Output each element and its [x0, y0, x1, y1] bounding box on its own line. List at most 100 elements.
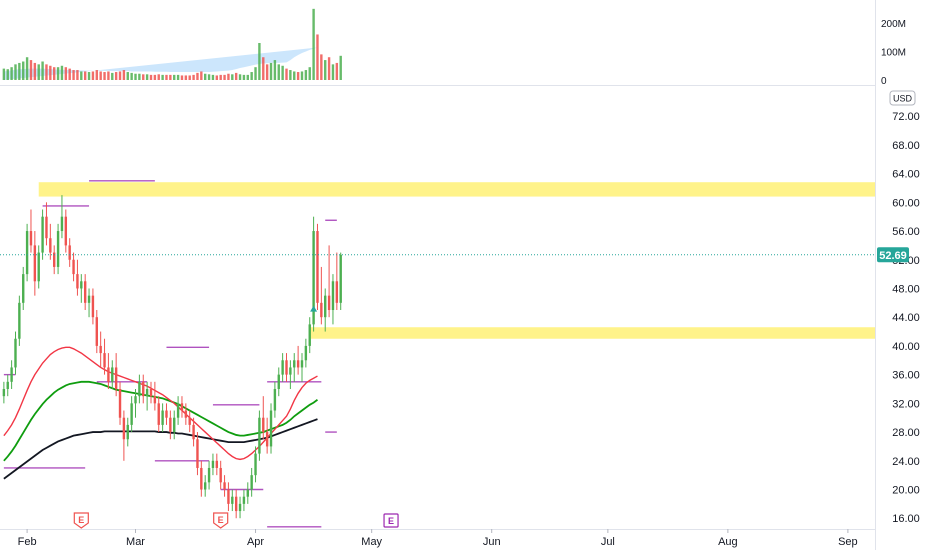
- candle[interactable]: [192, 417, 195, 447]
- candle[interactable]: [335, 252, 339, 311]
- candle[interactable]: [312, 216, 315, 332]
- candle[interactable]: [254, 446, 257, 483]
- candle[interactable]: [107, 353, 110, 389]
- candle[interactable]: [293, 353, 296, 382]
- candle[interactable]: [33, 231, 37, 296]
- candle[interactable]: [234, 489, 238, 519]
- candle[interactable]: [64, 209, 68, 253]
- candle[interactable]: [14, 331, 17, 375]
- candle[interactable]: [41, 209, 44, 260]
- candle[interactable]: [142, 374, 145, 404]
- candle[interactable]: [153, 381, 157, 411]
- candle[interactable]: [95, 310, 98, 354]
- candle[interactable]: [273, 381, 277, 418]
- candle[interactable]: [262, 396, 265, 440]
- earnings-icon[interactable]: E: [213, 512, 229, 529]
- candle[interactable]: [184, 403, 188, 425]
- candle[interactable]: [22, 266, 25, 311]
- candle[interactable]: [165, 403, 168, 425]
- candle[interactable]: [49, 223, 52, 260]
- candle[interactable]: [265, 417, 269, 454]
- candle[interactable]: [320, 266, 323, 325]
- candle[interactable]: [56, 223, 60, 275]
- candle[interactable]: [68, 238, 71, 267]
- price-zone[interactable]: [309, 327, 876, 339]
- candle[interactable]: [277, 367, 280, 397]
- candle[interactable]: [87, 288, 91, 318]
- candle[interactable]: [118, 381, 122, 425]
- candle[interactable]: [157, 396, 160, 433]
- candle[interactable]: [138, 374, 141, 404]
- candle[interactable]: [180, 396, 184, 418]
- candle[interactable]: [134, 388, 137, 418]
- volume-bar: [29, 60, 33, 80]
- candle[interactable]: [300, 353, 304, 382]
- candle[interactable]: [103, 338, 106, 375]
- candle[interactable]: [80, 274, 83, 303]
- candle[interactable]: [324, 288, 327, 332]
- candle[interactable]: [207, 460, 211, 490]
- candle[interactable]: [258, 410, 261, 461]
- candle[interactable]: [91, 288, 95, 325]
- candle[interactable]: [331, 274, 335, 325]
- candle[interactable]: [215, 453, 219, 476]
- price-tick-label: 28.00: [892, 427, 920, 439]
- candle[interactable]: [219, 460, 222, 490]
- time-scale-ticks[interactable]: Feb Mar Apr May Jun Jul Aug Sep: [18, 529, 858, 548]
- candle[interactable]: [223, 475, 226, 497]
- candle[interactable]: [161, 403, 164, 433]
- candle[interactable]: [60, 195, 64, 239]
- candle[interactable]: [173, 410, 176, 440]
- candle[interactable]: [250, 467, 253, 497]
- candle[interactable]: [316, 223, 319, 311]
- candle[interactable]: [285, 353, 288, 382]
- candle[interactable]: [149, 381, 153, 404]
- candle[interactable]: [196, 432, 199, 476]
- candle[interactable]: [25, 223, 29, 282]
- candle[interactable]: [308, 317, 311, 354]
- candle[interactable]: [281, 353, 284, 382]
- candle[interactable]: [99, 331, 102, 368]
- candle[interactable]: [200, 460, 203, 497]
- candle[interactable]: [83, 274, 87, 311]
- candle[interactable]: [242, 489, 246, 512]
- candle[interactable]: [304, 338, 308, 368]
- candle[interactable]: [6, 374, 9, 397]
- candle[interactable]: [227, 482, 230, 512]
- candle[interactable]: [122, 410, 126, 461]
- candle[interactable]: [188, 410, 191, 433]
- currency-selector[interactable]: USD: [889, 90, 916, 106]
- candle[interactable]: [18, 295, 21, 346]
- earnings-icon[interactable]: E: [383, 513, 399, 528]
- candle[interactable]: [45, 202, 48, 246]
- candle[interactable]: [10, 360, 13, 389]
- candle[interactable]: [176, 396, 180, 425]
- candle[interactable]: [289, 360, 292, 389]
- candle[interactable]: [339, 252, 342, 311]
- candle[interactable]: [130, 396, 133, 433]
- candle[interactable]: [29, 209, 33, 253]
- candle[interactable]: [169, 410, 172, 440]
- candle[interactable]: [76, 259, 79, 296]
- candle[interactable]: [37, 245, 40, 289]
- candle[interactable]: [211, 453, 215, 476]
- candle[interactable]: [53, 245, 56, 275]
- volume-bar: [316, 34, 319, 80]
- candle[interactable]: [72, 252, 75, 282]
- candle[interactable]: [231, 489, 234, 512]
- earnings-icon[interactable]: E: [73, 512, 89, 529]
- candle[interactable]: [114, 353, 118, 397]
- candle[interactable]: [2, 381, 6, 404]
- candle[interactable]: [296, 345, 300, 375]
- candle[interactable]: [246, 482, 249, 504]
- volume-bar: [331, 64, 335, 80]
- price-zone[interactable]: [38, 182, 876, 197]
- candle[interactable]: [327, 245, 331, 318]
- candle[interactable]: [203, 475, 207, 497]
- candle[interactable]: [126, 417, 129, 447]
- candle[interactable]: [238, 496, 242, 519]
- candle[interactable]: [111, 360, 114, 389]
- candle[interactable]: [269, 403, 273, 454]
- candle[interactable]: [145, 381, 149, 411]
